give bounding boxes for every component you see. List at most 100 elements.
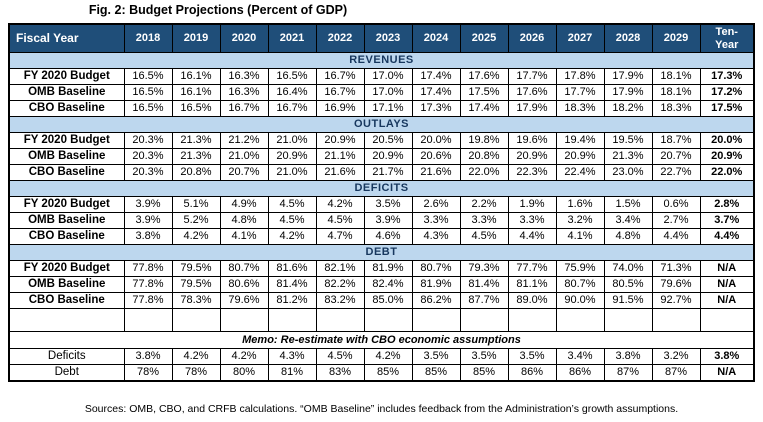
data-cell: 20.9%	[507, 148, 557, 165]
data-cell: 20.9%	[267, 148, 317, 165]
data-cell: 78%	[123, 364, 173, 382]
table-row: FY 2020 Budget 16.5% 16.1% 16.3% 16.5% 16.7% 1…	[8, 68, 755, 85]
data-cell: 3.8%	[123, 348, 173, 365]
data-cell: 4.5%	[315, 212, 365, 229]
table-row: OMB Baseline 20.3% 21.3% 21.0% 20.9% 21.1% 20.…	[8, 148, 755, 165]
data-cell: 4.2%	[363, 348, 413, 365]
ten-year-cell: 20.9%	[699, 148, 755, 165]
data-cell: 4.3%	[267, 348, 317, 365]
ten-year-cell: 17.3%	[699, 68, 755, 85]
data-cell: 77.8%	[123, 276, 173, 293]
data-cell: 85%	[411, 364, 461, 382]
data-cell: 16.5%	[123, 100, 173, 117]
data-cell: 4.5%	[267, 196, 317, 213]
data-cell: 4.5%	[315, 348, 365, 365]
data-cell: 20.6%	[411, 148, 461, 165]
table-row: FY 2020 Budget 77.8% 79.5% 80.7% 81.6% 82.1% 8…	[8, 260, 755, 277]
data-cell: 17.6%	[459, 68, 509, 85]
data-cell: 22.7%	[651, 164, 701, 181]
data-cell: 16.9%	[315, 100, 365, 117]
data-cell: 3.9%	[123, 196, 173, 213]
data-cell: 17.4%	[411, 68, 461, 85]
data-cell: 16.7%	[219, 100, 269, 117]
data-cell: 18.1%	[651, 68, 701, 85]
year-header: 2029	[651, 23, 701, 53]
data-cell: 21.2%	[219, 132, 269, 149]
data-cell: 3.3%	[459, 212, 509, 229]
section-band-outlays: OUTLAYS	[8, 116, 755, 133]
data-cell: 16.4%	[267, 84, 317, 101]
year-header: 2027	[555, 23, 605, 53]
budget-projections-table: Fiscal Year 2018 2019 2020 2021 2022 2023 2024…	[8, 23, 755, 382]
data-cell: 79.5%	[171, 276, 221, 293]
data-cell: 81.2%	[267, 292, 317, 309]
data-cell: 81.4%	[459, 276, 509, 293]
row-label: CBO Baseline	[8, 100, 125, 117]
empty-cell	[459, 308, 509, 332]
year-header: 2024	[411, 23, 461, 53]
data-cell: 80.6%	[219, 276, 269, 293]
data-cell: 4.2%	[315, 196, 365, 213]
row-label: OMB Baseline	[8, 84, 125, 101]
data-cell: 4.2%	[171, 228, 221, 245]
data-cell: 20.7%	[651, 148, 701, 165]
data-cell: 17.6%	[507, 84, 557, 101]
data-cell: 17.9%	[507, 100, 557, 117]
data-cell: 20.7%	[219, 164, 269, 181]
data-cell: 4.5%	[267, 212, 317, 229]
empty-cell	[267, 308, 317, 332]
data-cell: 80.7%	[411, 260, 461, 277]
data-cell: 17.7%	[507, 68, 557, 85]
ten-year-cell: N/A	[699, 260, 755, 277]
data-cell: 3.8%	[123, 228, 173, 245]
ten-year-cell: 22.0%	[699, 164, 755, 181]
year-header: 2025	[459, 23, 509, 53]
data-cell: 21.0%	[267, 164, 317, 181]
data-cell: 20.3%	[123, 132, 173, 149]
data-cell: 2.2%	[459, 196, 509, 213]
data-cell: 20.3%	[123, 148, 173, 165]
table-row: FY 2020 Budget 3.9% 5.1% 4.9% 4.5% 4.2% 3.5% 2.…	[8, 196, 755, 213]
data-cell: 4.4%	[651, 228, 701, 245]
data-cell: 81.6%	[267, 260, 317, 277]
spacer-row	[8, 308, 755, 332]
data-cell: 81.9%	[363, 260, 413, 277]
data-cell: 20.9%	[363, 148, 413, 165]
data-cell: 16.7%	[267, 100, 317, 117]
data-cell: 21.6%	[315, 164, 365, 181]
data-cell: 20.5%	[363, 132, 413, 149]
empty-cell	[363, 308, 413, 332]
data-cell: 4.2%	[171, 348, 221, 365]
data-cell: 21.3%	[171, 132, 221, 149]
data-cell: 86%	[507, 364, 557, 382]
ten-year-cell: 4.4%	[699, 228, 755, 245]
data-cell: 17.0%	[363, 68, 413, 85]
data-cell: 20.9%	[315, 132, 365, 149]
data-cell: 3.4%	[555, 348, 605, 365]
data-cell: 20.0%	[411, 132, 461, 149]
year-header: 2028	[603, 23, 653, 53]
data-cell: 18.3%	[555, 100, 605, 117]
data-cell: 2.6%	[411, 196, 461, 213]
ten-year-cell: 2.8%	[699, 196, 755, 213]
ten-year-cell: 17.2%	[699, 84, 755, 101]
data-cell: 16.5%	[171, 100, 221, 117]
empty-cell	[219, 308, 269, 332]
year-header: 2019	[171, 23, 221, 53]
empty-cell	[699, 308, 755, 332]
data-cell: 91.5%	[603, 292, 653, 309]
data-cell: 21.1%	[315, 148, 365, 165]
data-cell: 21.6%	[411, 164, 461, 181]
data-cell: 87%	[603, 364, 653, 382]
data-cell: 77.8%	[123, 260, 173, 277]
table-row: OMB Baseline 3.9% 5.2% 4.8% 4.5% 4.5% 3.9% 3.3%…	[8, 212, 755, 229]
data-cell: 4.2%	[219, 348, 269, 365]
ten-year-cell: N/A	[699, 292, 755, 309]
data-cell: 21.3%	[171, 148, 221, 165]
fiscal-year-header: Fiscal Year	[8, 23, 125, 53]
data-cell: 79.6%	[651, 276, 701, 293]
data-cell: 3.5%	[411, 348, 461, 365]
data-cell: 19.4%	[555, 132, 605, 149]
row-label: Deficits	[8, 348, 125, 365]
